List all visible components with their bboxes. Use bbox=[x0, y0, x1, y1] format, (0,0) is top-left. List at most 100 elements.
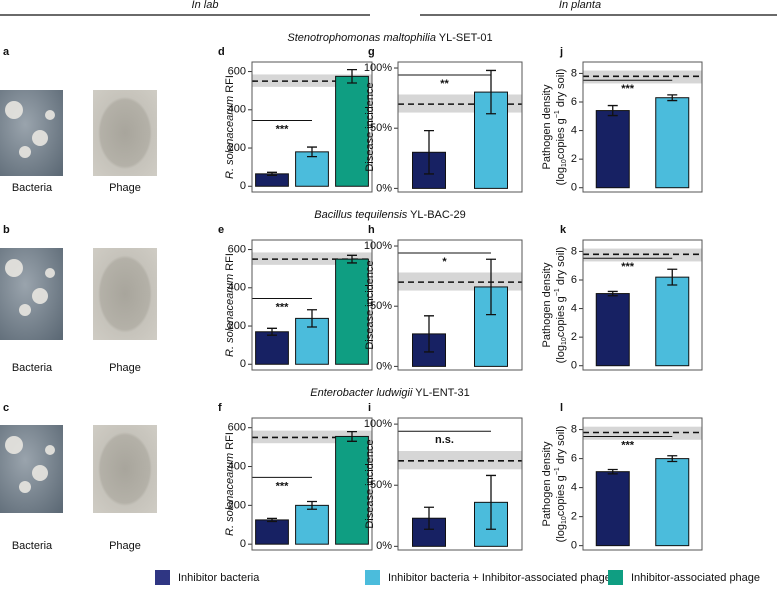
y-tick-label: 0 bbox=[240, 538, 246, 550]
label-part: copies g bbox=[555, 296, 567, 337]
y-tick-label: 200 bbox=[228, 320, 246, 332]
plot-frame bbox=[582, 61, 703, 193]
legend-label: Inhibitor bacteria + Inhibitor-associate… bbox=[388, 572, 611, 584]
plot-frame bbox=[397, 239, 523, 371]
colony bbox=[32, 130, 48, 146]
bar bbox=[595, 293, 630, 367]
plot-frame bbox=[582, 239, 703, 371]
label-part: −1 bbox=[554, 110, 561, 118]
label-part: 10 bbox=[561, 159, 568, 167]
phage-photo bbox=[93, 90, 157, 176]
label-part: copies g bbox=[555, 475, 567, 516]
y-tick-label: 50% bbox=[370, 122, 392, 134]
label-part: 10 bbox=[561, 516, 568, 524]
colony bbox=[19, 481, 31, 493]
y-tick-label: 400 bbox=[228, 282, 246, 294]
y-tick-label: 0% bbox=[376, 182, 392, 194]
panel-letter: j bbox=[559, 46, 563, 58]
y-tick-label: 8 bbox=[571, 424, 577, 436]
error-bar bbox=[486, 258, 496, 316]
bar bbox=[655, 458, 690, 547]
y-tick-label: 50% bbox=[370, 479, 392, 491]
significance-label: *** bbox=[276, 480, 290, 492]
plot-frame bbox=[251, 417, 373, 551]
significance-label: *** bbox=[621, 83, 635, 95]
y-tick-label: 0 bbox=[240, 358, 246, 370]
y-tick-label: 2 bbox=[571, 331, 577, 343]
label-part: RFI bbox=[224, 75, 236, 96]
y-axis-label: (log10copies g−1 dry soil) bbox=[554, 247, 568, 364]
bar bbox=[655, 276, 690, 367]
photo-caption: Bacteria bbox=[12, 362, 53, 374]
bar bbox=[255, 519, 289, 545]
y-axis-label: Pathogen density bbox=[541, 441, 553, 527]
species: Enterobacter ludwigii bbox=[310, 387, 413, 399]
y-axis-label: (log10copies g−1 dry soil) bbox=[554, 426, 568, 543]
bar bbox=[295, 504, 329, 545]
panel-letter: f bbox=[218, 402, 222, 414]
bar bbox=[595, 471, 630, 547]
y-axis-label: Disease incidence bbox=[364, 260, 376, 349]
colony bbox=[32, 465, 48, 481]
y-tick-label: 600 bbox=[228, 243, 246, 255]
plot-frame bbox=[251, 61, 373, 193]
y-tick-label: 100% bbox=[364, 62, 392, 74]
label-part: RFI bbox=[224, 432, 236, 453]
colony bbox=[5, 101, 23, 119]
colony bbox=[5, 259, 23, 277]
y-tick-label: 0 bbox=[571, 182, 577, 194]
legend-swatch bbox=[155, 570, 170, 585]
y-tick-label: 0 bbox=[571, 540, 577, 552]
section-title: In lab bbox=[192, 0, 219, 11]
photo-caption: Phage bbox=[109, 182, 141, 194]
row-title: Bacillus tequilensis YL-BAC-29 bbox=[314, 209, 465, 221]
significance-label: *** bbox=[621, 439, 635, 451]
panel-letter: k bbox=[560, 224, 567, 236]
legend-label: Inhibitor bacteria bbox=[178, 572, 260, 584]
y-axis-label: Disease incidence bbox=[364, 439, 376, 528]
label-part: −1 bbox=[554, 467, 561, 475]
error-bar bbox=[307, 146, 317, 158]
error-bar bbox=[667, 455, 678, 463]
colony bbox=[19, 146, 31, 158]
phage-photo bbox=[93, 425, 157, 513]
photo-caption: Phage bbox=[109, 540, 141, 552]
species: Bacillus tequilensis bbox=[314, 209, 407, 221]
y-tick-label: 100% bbox=[364, 418, 392, 430]
panel-letter: g bbox=[368, 46, 375, 58]
y-tick-label: 200 bbox=[228, 499, 246, 511]
label-part: −1 bbox=[554, 288, 561, 296]
bar bbox=[335, 435, 369, 545]
colony bbox=[45, 110, 55, 120]
error-bar bbox=[486, 69, 496, 115]
label-part: R. solanacearum bbox=[224, 453, 236, 536]
plot-frame bbox=[397, 61, 523, 193]
panel-letter: e bbox=[218, 224, 224, 236]
plot-frame bbox=[397, 417, 523, 551]
strain: YL-SET-01 bbox=[436, 32, 493, 44]
bar bbox=[655, 97, 690, 189]
significance-label: * bbox=[442, 256, 447, 268]
row-title: Enterobacter ludwigii YL-ENT-31 bbox=[310, 387, 469, 399]
phage-photo bbox=[93, 248, 157, 340]
colony bbox=[45, 268, 55, 278]
error-bar bbox=[486, 474, 496, 530]
strain: YL-ENT-31 bbox=[412, 387, 469, 399]
plot-frame bbox=[582, 417, 703, 551]
y-tick-label: 4 bbox=[571, 482, 577, 494]
y-axis-label: R. solanacearum RFI bbox=[224, 253, 236, 357]
significance-label: *** bbox=[276, 301, 290, 313]
colony bbox=[32, 288, 48, 304]
y-tick-label: 4 bbox=[571, 124, 577, 136]
legend-label: Inhibitor-associated phage bbox=[631, 572, 760, 584]
error-bar bbox=[424, 506, 434, 530]
panel-letter: a bbox=[3, 46, 10, 58]
label-part: R. solanacearum bbox=[224, 96, 236, 179]
panel-letter: b bbox=[3, 224, 10, 236]
bar bbox=[335, 75, 369, 187]
photo-caption: Bacteria bbox=[12, 182, 53, 194]
plot-frame bbox=[251, 239, 373, 371]
strain: YL-BAC-29 bbox=[407, 209, 466, 221]
error-bar bbox=[267, 327, 277, 336]
